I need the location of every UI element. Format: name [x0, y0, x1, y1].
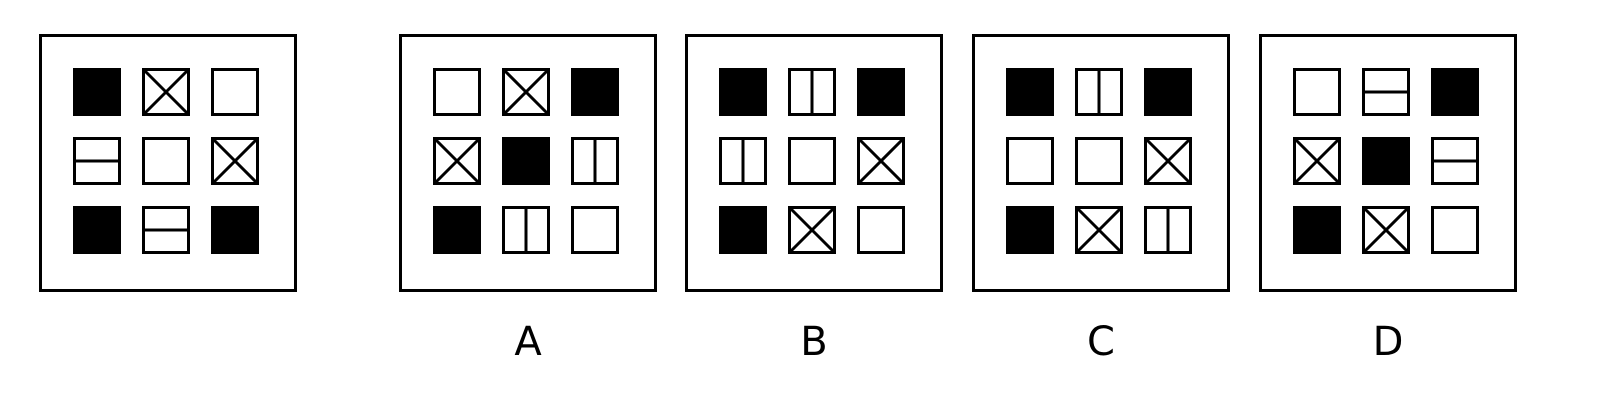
option-b-cell-2-2-empty-icon — [788, 137, 836, 185]
option-c-cell-1-3-filled-icon — [1144, 68, 1192, 116]
option-a-cell-3-3-empty-icon — [571, 206, 619, 254]
option-d-cell-3-1-filled-icon — [1293, 206, 1341, 254]
option-d-label: D — [1372, 319, 1404, 365]
question-cell-1-2-x-box-icon — [142, 68, 190, 116]
option-b-panel[interactable] — [685, 34, 943, 292]
question-cell-1-1-filled-icon — [73, 68, 121, 116]
option-b-cell-3-1-filled-icon — [719, 206, 767, 254]
question-cell-2-2-empty-icon — [142, 137, 190, 185]
option-a-cell-1-2-x-box-icon — [502, 68, 550, 116]
question-panel — [39, 34, 297, 292]
question-cell-1-3-empty-icon — [211, 68, 259, 116]
option-b-cell-1-3-filled-icon — [857, 68, 905, 116]
option-a-cell-1-3-filled-icon — [571, 68, 619, 116]
option-a-cell-3-1-filled-icon — [433, 206, 481, 254]
option-a-cell-2-2-filled-icon — [502, 137, 550, 185]
option-b-cell-1-1-filled-icon — [719, 68, 767, 116]
question-cell-3-1-filled-icon — [73, 206, 121, 254]
option-c-cell-3-3-v-split-icon — [1144, 206, 1192, 254]
option-b-cell-3-3-empty-icon — [857, 206, 905, 254]
option-c-cell-3-2-x-box-icon — [1075, 206, 1123, 254]
option-b-cell-3-2-x-box-icon — [788, 206, 836, 254]
question-cell-2-1-h-split-icon — [73, 137, 121, 185]
option-d-cell-1-1-empty-icon — [1293, 68, 1341, 116]
option-a-cell-3-2-v-split-icon — [502, 206, 550, 254]
option-a-cell-1-1-empty-icon — [433, 68, 481, 116]
option-a-cell-2-1-x-box-icon — [433, 137, 481, 185]
option-d-cell-3-3-empty-icon — [1431, 206, 1479, 254]
option-d-cell-1-3-filled-icon — [1431, 68, 1479, 116]
option-c-cell-3-1-filled-icon — [1006, 206, 1054, 254]
option-b-label: B — [800, 319, 828, 365]
option-d-cell-2-2-filled-icon — [1362, 137, 1410, 185]
option-c-cell-2-3-x-box-icon — [1144, 137, 1192, 185]
option-b-cell-2-1-v-split-icon — [719, 137, 767, 185]
option-c-panel[interactable] — [972, 34, 1230, 292]
option-c-cell-1-1-filled-icon — [1006, 68, 1054, 116]
option-c-cell-1-2-v-split-icon — [1075, 68, 1123, 116]
option-c-cell-2-2-empty-icon — [1075, 137, 1123, 185]
question-cell-2-3-x-box-icon — [211, 137, 259, 185]
option-d-panel[interactable] — [1259, 34, 1517, 292]
option-c-cell-2-1-empty-icon — [1006, 137, 1054, 185]
option-d-cell-1-2-h-split-icon — [1362, 68, 1410, 116]
option-d-cell-3-2-x-box-icon — [1362, 206, 1410, 254]
option-b-cell-1-2-v-split-icon — [788, 68, 836, 116]
option-d-cell-2-3-h-split-icon — [1431, 137, 1479, 185]
option-b-cell-2-3-x-box-icon — [857, 137, 905, 185]
option-a-cell-2-3-v-split-icon — [571, 137, 619, 185]
option-a-panel[interactable] — [399, 34, 657, 292]
question-cell-3-2-h-split-icon — [142, 206, 190, 254]
question-cell-3-3-filled-icon — [211, 206, 259, 254]
option-c-label: C — [1087, 319, 1115, 365]
option-d-cell-2-1-x-box-icon — [1293, 137, 1341, 185]
option-a-label: A — [514, 319, 542, 365]
